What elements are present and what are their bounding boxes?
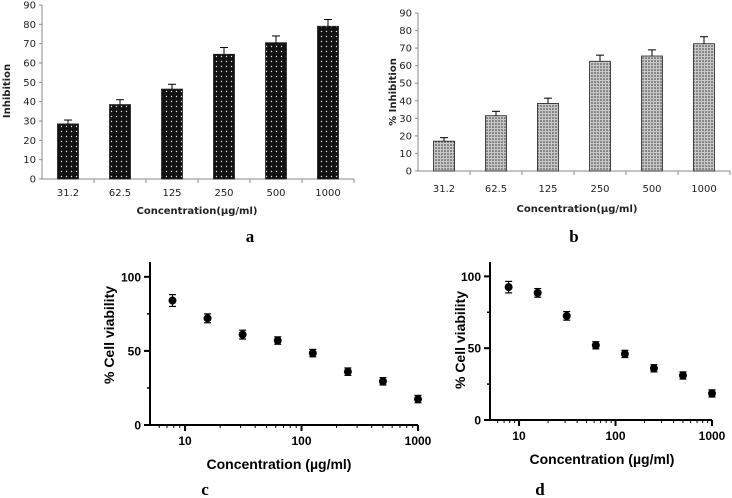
x-tick-label: 1000 <box>691 184 716 195</box>
x-tick-label: 250 <box>590 184 609 195</box>
data-point <box>203 314 212 323</box>
y-axis-title: % Cell viability <box>452 291 468 389</box>
bar <box>589 60 611 172</box>
x-tick-label: 1000 <box>315 188 340 199</box>
y-tick-label: 10 <box>399 149 412 160</box>
y-tick-label: 60 <box>399 61 412 72</box>
bar <box>57 123 79 180</box>
y-tick-label: 30 <box>23 117 36 128</box>
y-tick-label: 0 <box>134 419 141 433</box>
bar <box>485 115 507 172</box>
data-point <box>343 367 352 376</box>
x-tick-label: 100 <box>292 434 312 448</box>
chart-panel-b: % Inhibition Concentration(µg/ml) b 0 10 2… <box>388 9 731 246</box>
x-tick-label: 500 <box>266 188 285 199</box>
data-point <box>620 349 629 358</box>
y-axis-title: % Cell viability <box>101 286 117 384</box>
bar <box>317 25 339 180</box>
y-axis-title: % Inhibition <box>388 58 399 126</box>
chart-panel-a: Inhibition Concentration(µg/ml) a 0 10 20 3… <box>2 1 355 246</box>
y-tick-label: 10 <box>23 155 36 166</box>
x-tick-label: 500 <box>642 184 661 195</box>
y-tick-label: 100 <box>461 270 481 284</box>
bar <box>641 55 663 172</box>
x-tick-label: 125 <box>162 188 181 199</box>
bar <box>433 140 455 172</box>
data-point <box>504 283 513 292</box>
data-point <box>678 371 687 380</box>
x-tick-label: 62.5 <box>109 188 131 199</box>
x-tick-label: 100 <box>606 429 626 443</box>
bar <box>161 88 183 180</box>
bar <box>109 104 131 180</box>
x-tick-label: 31.2 <box>57 188 79 199</box>
x-axis-title: Concentration(µg/ml) <box>137 206 258 217</box>
chart-panel-c: % Cell viability Concentration (µg/ml) c… <box>101 262 432 498</box>
x-axis-title: Concentration(µg/ml) <box>517 204 638 215</box>
data-point <box>238 330 247 339</box>
data-point <box>378 377 387 386</box>
data-point <box>308 349 317 358</box>
y-tick-label: 50 <box>468 342 482 356</box>
x-tick-label: 31.2 <box>433 184 455 195</box>
y-tick-label: 0 <box>406 167 412 178</box>
data-point <box>533 288 542 297</box>
panel-letter: c <box>201 480 209 498</box>
x-tick-label: 10 <box>512 429 526 443</box>
y-tick-label: 40 <box>399 96 412 107</box>
y-tick-label: 50 <box>23 78 36 89</box>
x-tick-label: 1000 <box>699 429 726 443</box>
data-point <box>591 341 600 350</box>
y-tick-label: 80 <box>399 26 412 37</box>
y-tick-label: 20 <box>23 136 36 147</box>
x-tick-label: 10 <box>178 434 192 448</box>
y-tick-label: 60 <box>23 59 36 70</box>
data-point <box>414 395 422 404</box>
y-axis-title: Inhibition <box>2 64 13 118</box>
bar <box>693 43 715 172</box>
panel-letter: a <box>246 227 255 246</box>
x-tick-label: 250 <box>214 188 233 199</box>
y-tick-label: 90 <box>23 1 36 12</box>
data-point <box>168 296 177 305</box>
x-axis-title: Concentration (µg/ml) <box>530 451 675 467</box>
x-tick-label: 1000 <box>405 434 432 448</box>
y-tick-label: 30 <box>399 114 412 125</box>
x-tick-label: 125 <box>538 184 557 195</box>
y-tick-label: 50 <box>399 79 412 90</box>
y-tick-label: 20 <box>399 131 412 142</box>
y-tick-label: 40 <box>23 97 36 108</box>
chart-panel-d: % Cell viability Concentration (µg/ml) d… <box>452 262 726 498</box>
data-point <box>649 364 658 373</box>
x-axis-title: Concentration (µg/ml) <box>207 456 352 472</box>
data-point <box>562 311 571 320</box>
y-tick-label: 90 <box>399 9 412 20</box>
y-tick-label: 70 <box>399 44 412 55</box>
x-tick-label: 62.5 <box>485 184 507 195</box>
bar <box>265 42 287 180</box>
y-tick-label: 80 <box>23 20 36 31</box>
y-tick-label: 50 <box>128 344 142 358</box>
bar <box>537 103 559 172</box>
y-tick-label: 0 <box>474 414 481 428</box>
y-tick-label: 70 <box>23 39 36 50</box>
y-tick-label: 100 <box>121 270 141 284</box>
y-tick-label: 0 <box>30 175 36 186</box>
panel-letter: b <box>569 227 578 246</box>
bar <box>213 53 235 180</box>
data-point <box>273 336 282 345</box>
panel-letter: d <box>535 480 545 498</box>
data-point <box>708 389 716 398</box>
